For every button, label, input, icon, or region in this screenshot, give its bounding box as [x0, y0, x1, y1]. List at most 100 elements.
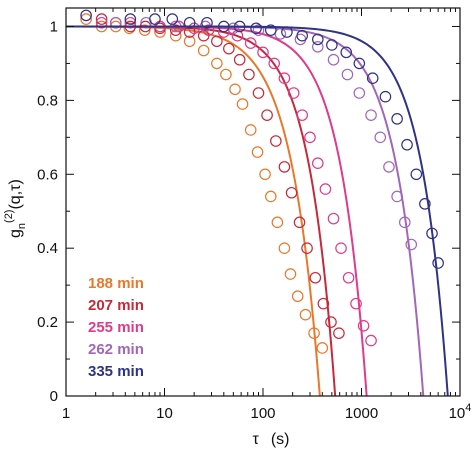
data-point [296, 109, 308, 121]
data-point [405, 238, 418, 251]
data-point [257, 46, 269, 59]
data-point [309, 271, 322, 284]
legend-item: 255 min [88, 319, 144, 336]
data-point [233, 53, 246, 66]
data-point [291, 290, 304, 303]
data-point [211, 35, 223, 48]
data-point [379, 90, 392, 103]
data-point [169, 24, 182, 36]
data-point [80, 9, 92, 22]
y-tick-label: 0.4 [37, 240, 58, 257]
series-5 [66, 9, 449, 396]
data-point [335, 242, 347, 254]
data-point [299, 308, 312, 321]
data-point [357, 319, 370, 332]
data-point [319, 183, 332, 195]
x-tick-label: 100 [250, 405, 275, 422]
data-point [80, 13, 92, 25]
data-point [383, 161, 395, 173]
data-point [325, 316, 337, 328]
y-tick-label: 0.2 [37, 314, 58, 331]
data-point [317, 297, 330, 310]
legend: 188 min 207 min 255 min 262 min 335 min [88, 275, 144, 380]
data-point [124, 16, 137, 29]
data-point [95, 16, 108, 29]
data-point [201, 16, 213, 29]
data-point [124, 13, 137, 25]
data-point [250, 22, 262, 35]
data-point [374, 131, 387, 144]
data-point [109, 16, 122, 29]
data-point [264, 24, 277, 36]
data-point [211, 57, 223, 70]
data-point [220, 68, 232, 81]
data-point [252, 24, 265, 36]
data-point [270, 135, 282, 147]
data-point [410, 168, 423, 181]
data-point [274, 28, 287, 40]
data-point [432, 257, 444, 269]
data-point [138, 24, 151, 36]
data-point [326, 39, 338, 51]
data-point [353, 57, 366, 70]
axis-labels: τ (s) gn(2)(q,τ) [3, 179, 289, 448]
data-point [244, 37, 257, 49]
x-tick-label: 1 [62, 405, 70, 422]
y-tick-label: 0.8 [37, 92, 58, 109]
data-point [353, 87, 366, 99]
data-point [419, 198, 431, 210]
data-point [301, 242, 313, 254]
data-point [296, 29, 308, 42]
data-point [287, 87, 300, 99]
y-axis-label: gn(2)(q,τ) [3, 179, 28, 238]
data-point [268, 57, 281, 70]
chart-axes: 1 10 100 1000 104 0 0.2 0.4 0.6 0.8 1 [37, 7, 472, 422]
data-point [223, 42, 235, 55]
data-point [229, 83, 241, 96]
data-point [149, 13, 161, 25]
data-point [166, 13, 179, 25]
data-point [426, 227, 438, 240]
data-point [340, 46, 353, 59]
data-point [261, 109, 273, 121]
data-point [333, 327, 345, 339]
data-point [284, 268, 297, 280]
y-tick-label: 1 [50, 18, 58, 35]
data-point [252, 87, 265, 99]
data-point [311, 33, 324, 46]
y-tick-label: 0 [50, 388, 58, 405]
data-point [308, 327, 320, 339]
data-point [278, 242, 291, 254]
data-point [197, 44, 210, 57]
legend-item: 207 min [88, 297, 144, 314]
data-point [342, 271, 355, 284]
data-point [278, 161, 291, 173]
data-point [391, 113, 403, 125]
data-point [398, 216, 411, 229]
x-axis-label: τ (s) [253, 431, 290, 448]
data-point [391, 190, 403, 203]
data-point [366, 72, 379, 85]
x-tick-label: 10 [156, 405, 173, 422]
data-point [293, 216, 306, 229]
data-point [183, 35, 196, 48]
chart-marks [66, 9, 449, 396]
legend-item: 262 min [88, 341, 144, 358]
data-point [350, 297, 362, 310]
y-tick-label: 0.6 [37, 166, 58, 183]
data-point [259, 168, 271, 181]
data-point [341, 68, 354, 81]
data-point [401, 138, 413, 151]
data-point [236, 98, 249, 110]
x-tick-label: 104 [449, 402, 472, 422]
data-point [281, 26, 293, 38]
data-point [251, 146, 264, 158]
data-point [285, 186, 298, 199]
data-point [264, 190, 277, 203]
data-point [316, 342, 329, 354]
legend-item: 188 min [88, 275, 144, 292]
legend-item: 335 min [88, 363, 144, 380]
data-point [233, 20, 246, 33]
data-point [95, 13, 108, 25]
data-point [327, 212, 340, 225]
